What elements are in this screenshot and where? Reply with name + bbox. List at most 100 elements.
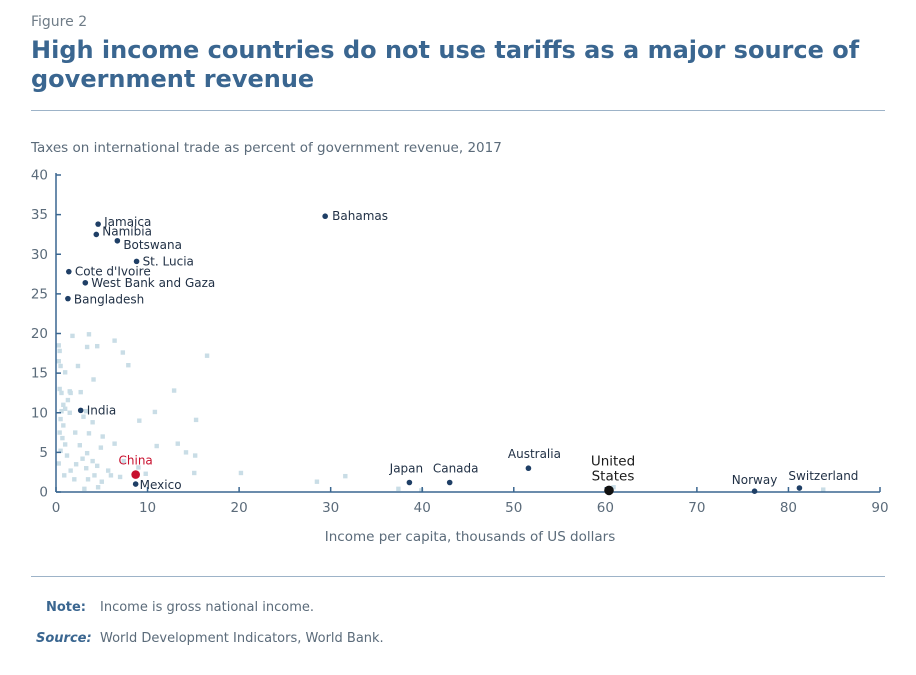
data-label: China: [119, 454, 153, 468]
data-point: [93, 231, 100, 238]
y-tick-label: 0: [39, 485, 48, 501]
data-point: [322, 213, 328, 220]
x-tick-label: 60: [597, 500, 614, 516]
x-tick-label: 10: [139, 500, 156, 516]
data-label: Canada: [433, 461, 479, 475]
y-tick-label: 35: [31, 207, 48, 223]
y-tick-label: 5: [39, 445, 48, 461]
data-point: [62, 442, 68, 447]
data-label: West Bank and Gaza: [91, 276, 215, 290]
data-point: [204, 353, 210, 358]
data-label: St. Lucia: [143, 254, 194, 268]
data-point: [58, 448, 63, 453]
data-label: Bahamas: [332, 209, 388, 223]
data-point: [56, 359, 61, 364]
data-point: [84, 344, 90, 350]
data-point: [82, 486, 87, 492]
data-point: [108, 473, 114, 478]
data-point: [419, 488, 424, 493]
data-point: [59, 408, 64, 414]
data-point: [95, 485, 101, 490]
data-label: Botswana: [123, 238, 182, 252]
data-point: [132, 481, 139, 487]
data-point: [73, 430, 78, 435]
y-tick-label: 40: [31, 168, 48, 184]
data-point: [75, 363, 81, 369]
data-point: [61, 402, 66, 408]
data-point: [62, 473, 67, 478]
x-tick-label: 0: [52, 500, 61, 516]
data-label: Mexico: [140, 478, 182, 492]
data-point: [105, 468, 111, 473]
data-point: [751, 488, 758, 495]
y-tick-label: 10: [31, 405, 48, 421]
data-point: [171, 388, 177, 393]
data-point: [90, 458, 95, 464]
data-point: [117, 474, 123, 480]
title-divider: [31, 110, 885, 111]
data-point: [137, 418, 142, 423]
data-point: [62, 406, 68, 411]
data-point: [154, 443, 159, 449]
data-label: Jamaica: [103, 215, 151, 229]
x-tick-label: 30: [322, 500, 339, 516]
data-point: [59, 390, 64, 396]
data-point: [84, 450, 90, 456]
data-point: [446, 479, 453, 486]
data-point: [98, 445, 104, 450]
data-point: [131, 470, 140, 479]
data-label: Norway: [732, 473, 778, 487]
data-label: Cote d'Ivoire: [75, 265, 151, 279]
y-tick-label: 15: [31, 366, 48, 382]
data-point: [136, 465, 141, 470]
data-point: [58, 416, 63, 422]
data-point: [82, 279, 89, 286]
axes: 0 5 10 15 20 25 30 35 40 0 10 20 30 40 50 60 70 80 90: [31, 168, 889, 517]
x-tick-label: 80: [780, 500, 797, 516]
data-point: [60, 435, 65, 441]
data-label: India: [87, 403, 116, 417]
note-text: Income is gross national income.: [100, 600, 314, 615]
data-label: Namibia: [102, 224, 152, 238]
data-point: [90, 420, 95, 425]
data-point: [193, 417, 199, 423]
data-point: [238, 470, 244, 476]
data-point: [91, 377, 96, 382]
x-tick-label: 70: [688, 500, 705, 516]
data-point: [72, 477, 77, 482]
data-point: [78, 389, 83, 395]
data-point: [95, 343, 100, 349]
data-point: [58, 363, 63, 369]
data-point: [65, 295, 71, 302]
data-point: [112, 338, 117, 343]
data-point: [86, 431, 92, 436]
data-point: [67, 410, 72, 415]
data-point: [81, 414, 86, 419]
source-label: Source:: [36, 631, 92, 646]
data-label: Australia: [508, 447, 561, 461]
data-point: [100, 434, 105, 439]
data-label: Bangladesh: [74, 293, 144, 307]
chart-subtitle: Taxes on international trade as percent …: [31, 140, 502, 156]
data-point: [84, 466, 89, 471]
data-point: [406, 479, 413, 486]
data-point: [57, 430, 62, 435]
data-point: [68, 468, 73, 473]
data-label: Switzerland: [788, 469, 858, 483]
x-tick-label: 90: [871, 500, 888, 516]
data-point: [57, 386, 62, 392]
data-point: [70, 333, 75, 339]
data-point: [86, 332, 92, 337]
data-point: [77, 443, 83, 448]
data-point: [68, 390, 73, 396]
data-point: [56, 461, 61, 466]
x-axis-label: Income per capita, thousands of US dolla…: [325, 529, 616, 545]
data-point: [114, 237, 121, 244]
y-tick-label: 30: [31, 247, 48, 263]
figure-label: Figure 2: [31, 14, 88, 30]
scatter-chart: 0 5 10 15 20 25 30 35 40 0 10 20 30 40 50 60 70 80 90 Baha…: [31, 168, 889, 546]
data-point: [64, 453, 70, 458]
data-point: [85, 477, 91, 482]
data-label: United States: [591, 453, 635, 484]
data-point: [175, 441, 180, 446]
